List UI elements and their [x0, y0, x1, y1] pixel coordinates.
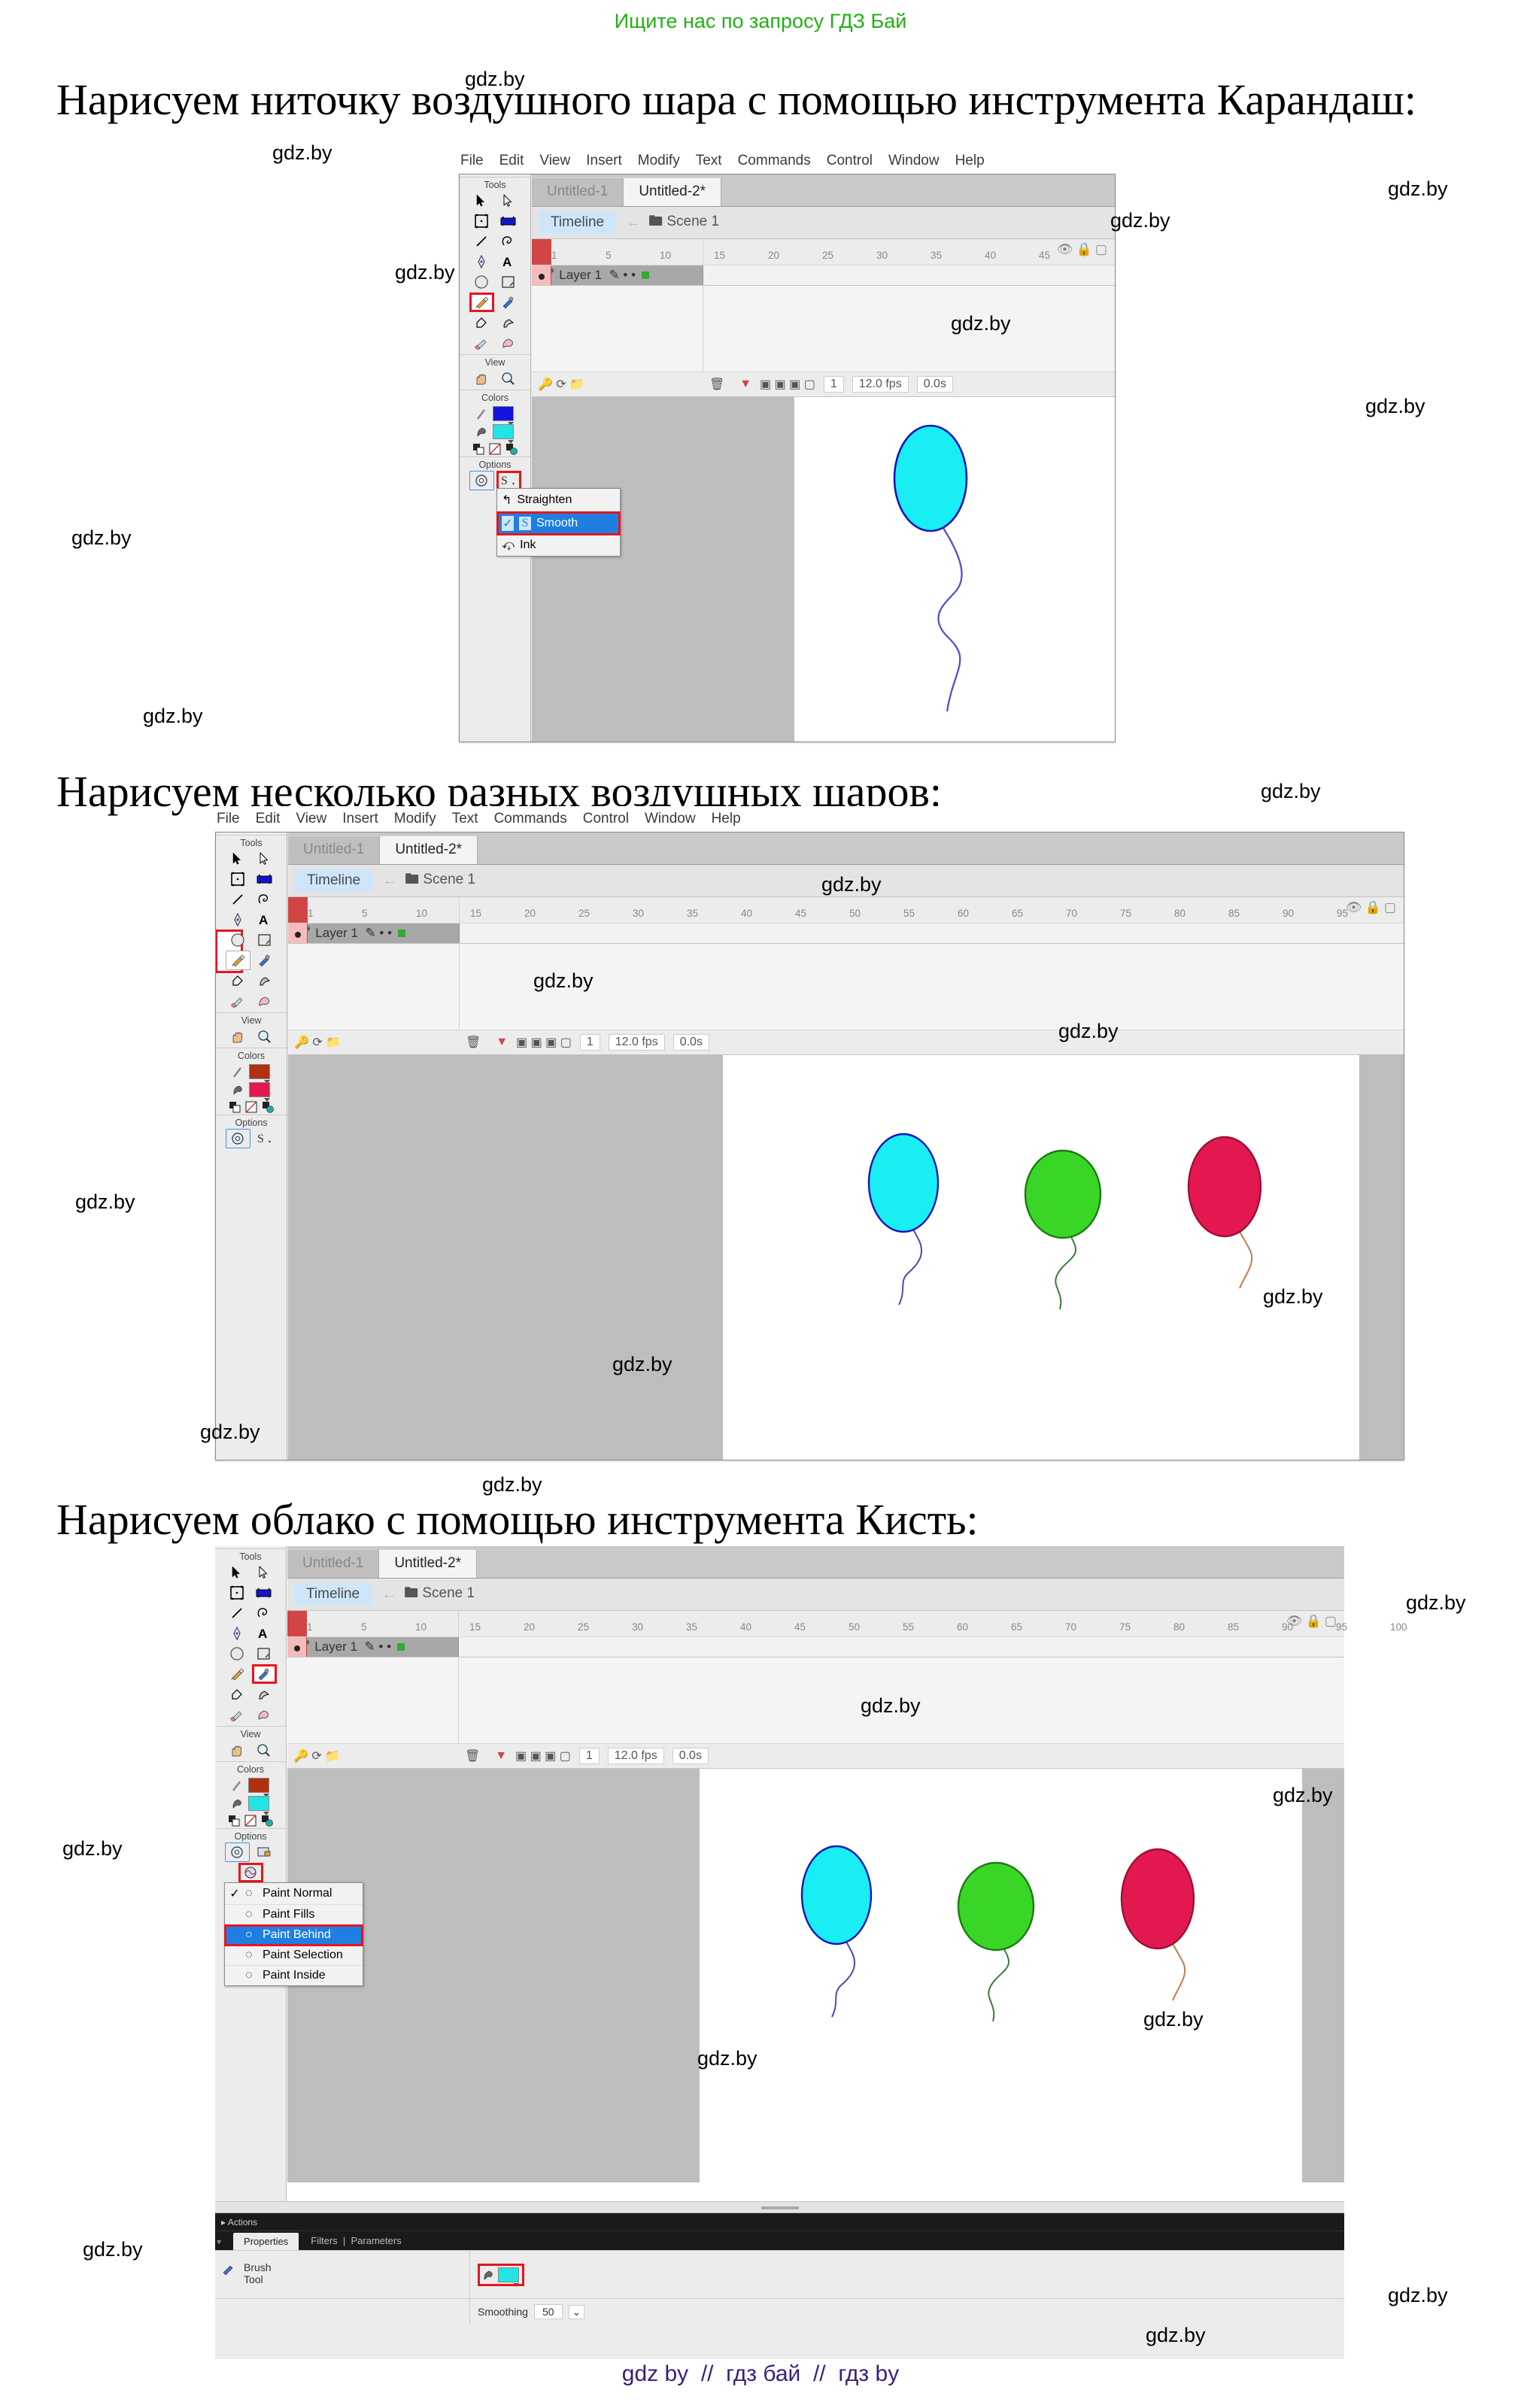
svg-text:S: S: [501, 475, 508, 487]
svg-text:A: A: [502, 255, 512, 268]
svg-text:S: S: [257, 1133, 264, 1145]
svg-text:A: A: [258, 1627, 267, 1640]
svg-text:A: A: [259, 913, 268, 927]
